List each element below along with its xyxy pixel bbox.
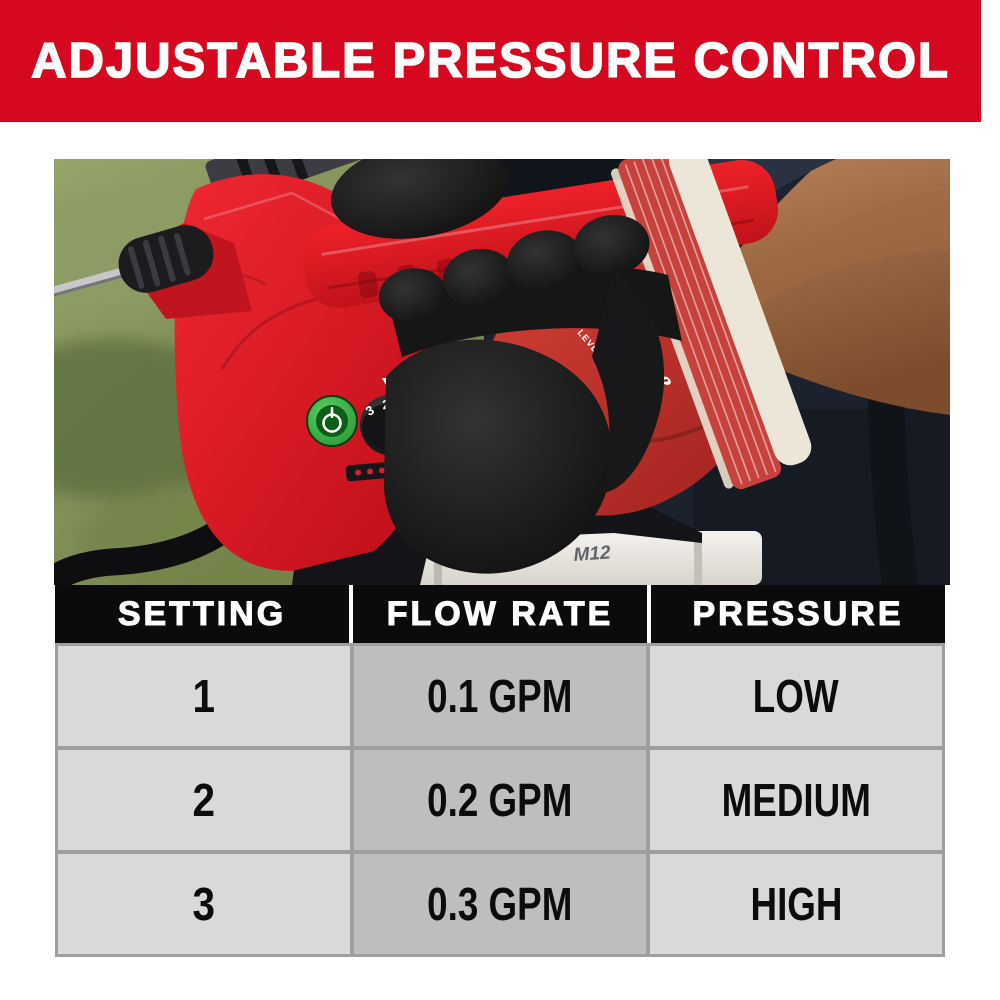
product-photo: M12 [54,159,950,585]
cell-flow-rate: 0.1 GPM [354,646,646,746]
wand-knob [118,225,214,293]
headline-text: ADJUSTABLE PRESSURE CONTROL [30,33,950,89]
cell-setting: 1 [58,646,350,746]
cell-pressure: MEDIUM [650,750,942,850]
table-row: 2 0.2 GPM MEDIUM [58,750,942,850]
cell-flow-rate: 0.3 GPM [354,854,646,954]
spec-table: SETTING FLOW RATE PRESSURE 1 0.1 GPM LOW… [55,585,945,957]
m12-label: M12 [573,542,612,566]
headline-banner: ADJUSTABLE PRESSURE CONTROL [0,0,981,122]
glove-fingers [378,215,682,574]
table-row: 1 0.1 GPM LOW [58,646,942,746]
cell-pressure: HIGH [650,854,942,954]
header-setting: SETTING [55,585,349,643]
header-flow-rate: FLOW RATE [353,585,647,643]
glove-thumb [330,159,510,239]
table-row: 3 0.3 GPM HIGH [58,854,942,954]
spec-table-header: SETTING FLOW RATE PRESSURE [55,585,945,643]
cell-flow-rate: 0.2 GPM [354,750,646,850]
power-button [306,395,358,447]
cell-setting: 3 [58,854,350,954]
cell-setting: 2 [58,750,350,850]
spec-table-body: 1 0.1 GPM LOW 2 0.2 GPM MEDIUM 3 0.3 GPM… [55,643,945,957]
header-pressure: PRESSURE [651,585,945,643]
cell-pressure: LOW [650,646,942,746]
